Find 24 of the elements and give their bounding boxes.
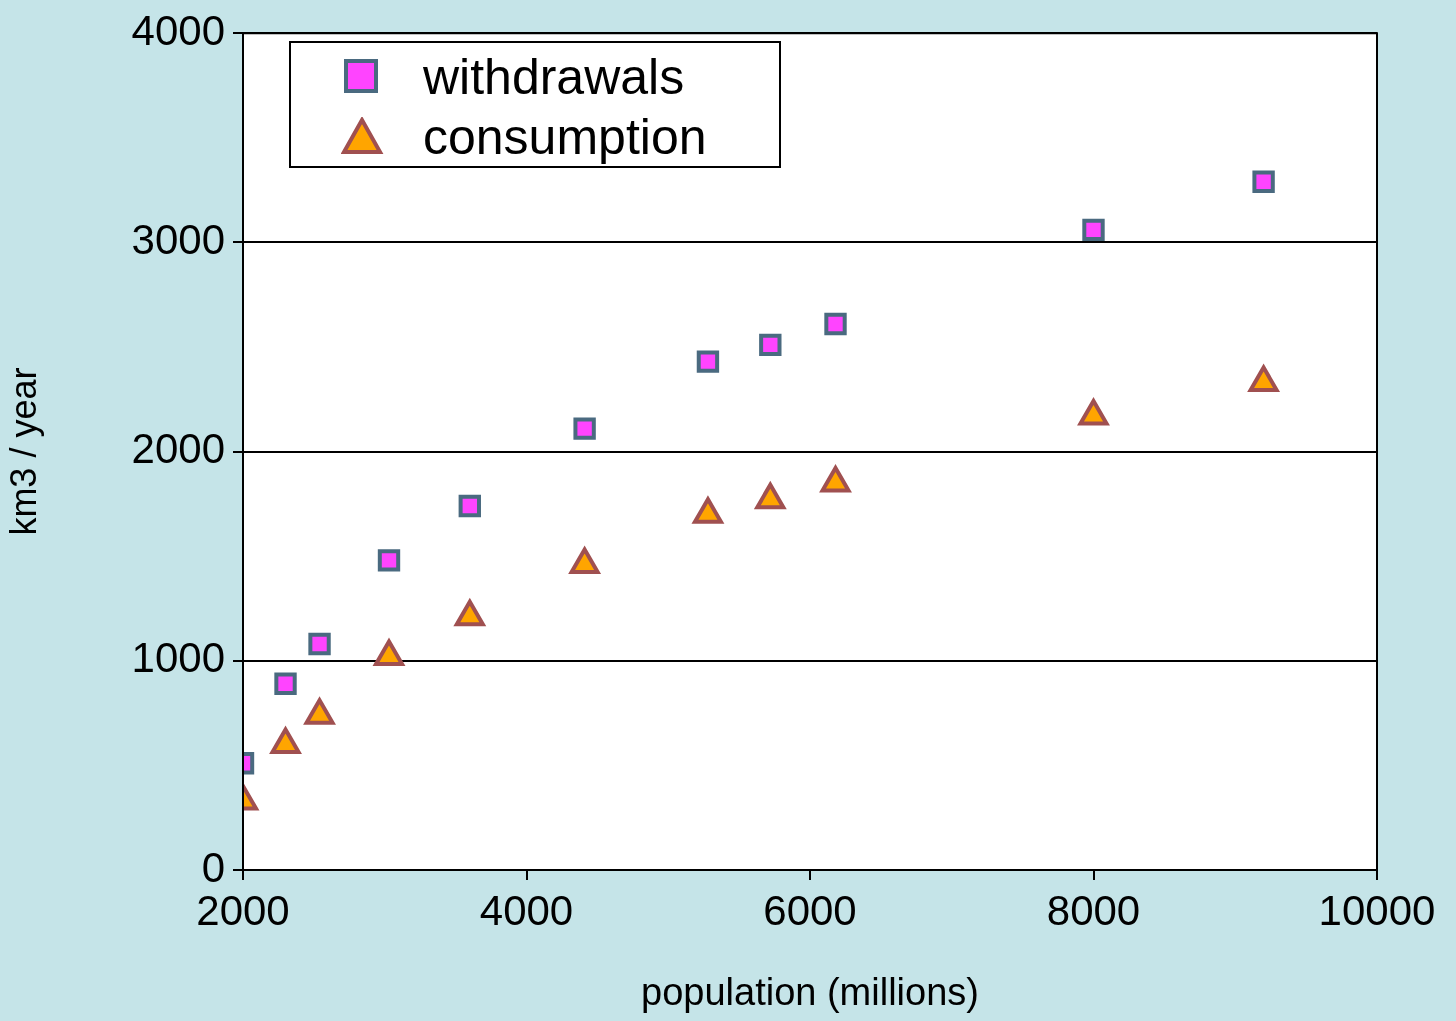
point — [1082, 218, 1105, 242]
y-axis-title: km3 / year — [2, 367, 44, 536]
y-tick-label: 2000 — [131, 425, 225, 473]
point — [1252, 170, 1275, 193]
point — [270, 727, 301, 754]
y-tick-label: 4000 — [131, 6, 225, 54]
point — [568, 545, 601, 575]
point — [1078, 399, 1109, 426]
legend-label: consumption — [423, 108, 707, 166]
x-tick-label: 8000 — [1046, 886, 1141, 934]
point — [573, 417, 596, 440]
point — [824, 312, 847, 336]
x-axis-title: population (millions) — [641, 970, 979, 1013]
point — [759, 333, 782, 357]
x-tick-label: 10000 — [1318, 886, 1436, 934]
point — [696, 350, 720, 373]
point — [692, 497, 723, 524]
point — [820, 465, 851, 493]
x-tick-label: 6000 — [763, 886, 857, 934]
y-tick-label: 3000 — [131, 215, 225, 263]
legend-label: withdrawals — [423, 48, 685, 106]
x-tick-label: 4000 — [479, 886, 574, 934]
y-tick-label: 1000 — [131, 634, 225, 682]
point — [304, 698, 335, 725]
